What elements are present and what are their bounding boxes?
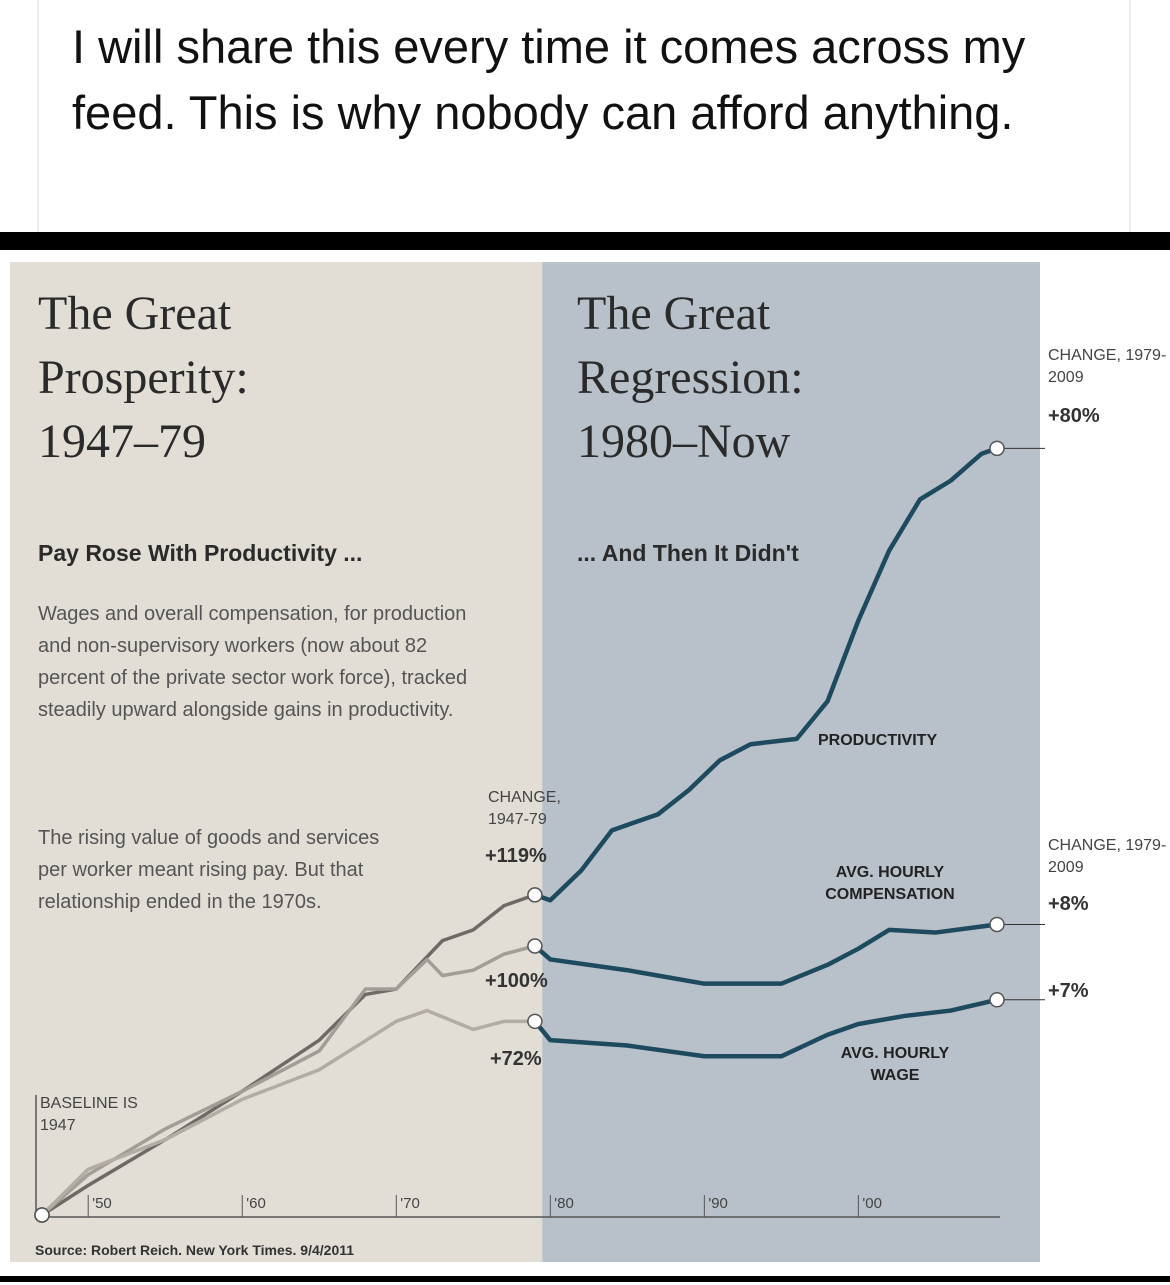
change-label: +80% [1048,405,1100,427]
x-tick-label: '50 [92,1195,112,1212]
series-line [533,997,998,1059]
series-line [533,922,998,986]
shaded-region [542,262,1040,1262]
series-line [40,944,536,1217]
panel-title: The Great [577,287,771,340]
heading: ... And Then It Didn't [577,540,799,566]
panel-title: 1947–79 [38,415,206,468]
point-marker [527,938,543,954]
post-text: I will share this every time it comes ac… [72,20,1026,139]
panel-title: Regression: [577,351,804,404]
panel-title: The Great [38,287,232,340]
heading: Pay Rose With Productivity ... [38,540,363,566]
panel-title: Prosperity: [38,351,249,404]
point-marker [989,440,1005,457]
x-tick-label: '60 [246,1195,266,1212]
change-heading: CHANGE, 1947-79 [488,789,561,828]
point-marker [989,916,1005,933]
source: Source: Robert Reich. New York Times. 9/… [35,1242,355,1258]
x-tick-label: '80 [554,1195,574,1212]
series-line [534,446,998,903]
panel-title: 1980–Now [577,415,791,468]
paragraph: Wages and overall compensation, for prod… [38,603,468,721]
change-label: +7% [1048,980,1089,1002]
paragraph: The rising value of goods and services p… [38,827,380,913]
series-line [40,1008,535,1217]
change-label: +100% [485,970,548,992]
divider [0,1276,1170,1282]
divider [0,232,1170,250]
baseline-note: BASELINE IS 1947 [40,1095,138,1134]
point-marker [989,992,1005,1008]
point-marker [527,887,543,903]
change-heading: CHANGE, 1979-2009 [1048,837,1167,876]
series-label: PRODUCTIVITY [818,732,938,749]
x-tick-label: '90 [708,1195,728,1212]
series-label: AVG. HOURLY WAGE [840,1045,950,1084]
x-tick-label: '70 [400,1195,420,1212]
change-label: +119% [485,845,547,867]
change-label: +8% [1048,893,1089,915]
change-label: +72% [490,1048,542,1070]
x-tick-label: '00 [862,1195,882,1212]
change-heading: CHANGE, 1979-2009 [1048,347,1167,386]
series-label: AVG. HOURLY COMPENSATION [825,864,955,903]
point-marker [34,1207,50,1223]
series-line [41,893,536,1217]
point-marker [527,1013,543,1030]
